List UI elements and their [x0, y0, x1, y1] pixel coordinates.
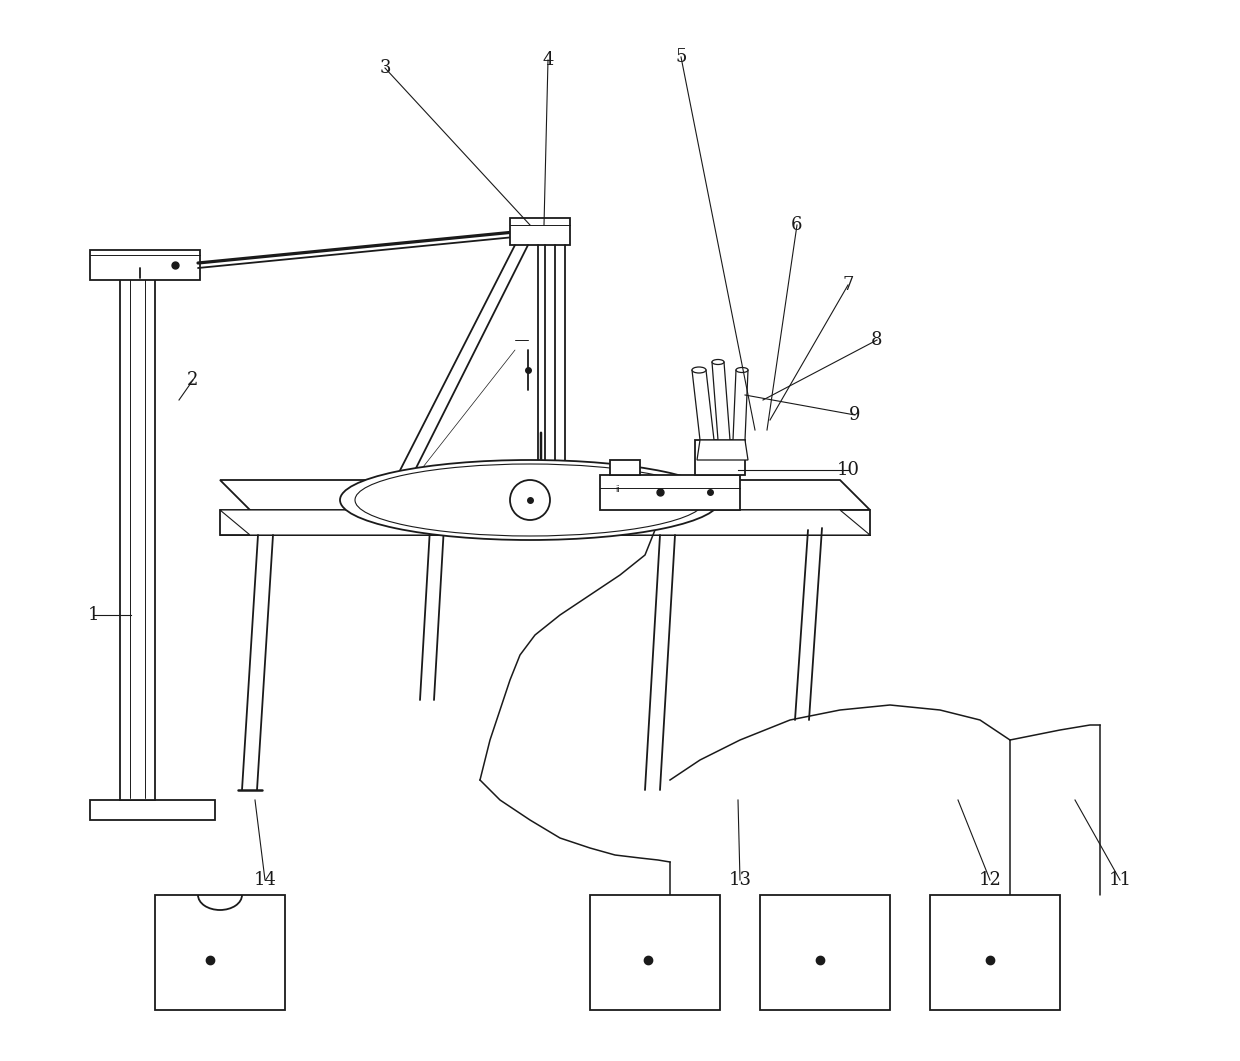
- Polygon shape: [510, 218, 570, 245]
- Polygon shape: [733, 370, 748, 440]
- Text: ii: ii: [615, 485, 620, 494]
- Text: 1: 1: [87, 606, 99, 624]
- Ellipse shape: [692, 367, 706, 373]
- Ellipse shape: [737, 367, 748, 372]
- Bar: [930, 895, 1060, 1010]
- Polygon shape: [219, 510, 870, 535]
- Text: 10: 10: [837, 460, 859, 479]
- Circle shape: [510, 480, 551, 520]
- Polygon shape: [600, 475, 740, 510]
- Text: 11: 11: [1109, 871, 1131, 889]
- Text: 8: 8: [872, 331, 883, 349]
- Polygon shape: [219, 510, 250, 535]
- Text: 9: 9: [849, 406, 861, 424]
- Polygon shape: [91, 250, 200, 280]
- Polygon shape: [120, 265, 155, 800]
- Polygon shape: [692, 370, 714, 440]
- Text: 14: 14: [253, 871, 277, 889]
- Text: 5: 5: [676, 48, 687, 66]
- Ellipse shape: [712, 360, 724, 365]
- Polygon shape: [712, 362, 730, 440]
- Text: 7: 7: [842, 276, 853, 294]
- Polygon shape: [694, 440, 745, 475]
- Text: 13: 13: [729, 871, 751, 889]
- Polygon shape: [697, 440, 748, 460]
- Ellipse shape: [355, 464, 706, 536]
- Bar: [760, 895, 890, 1010]
- Text: 12: 12: [978, 871, 1002, 889]
- Polygon shape: [91, 800, 215, 820]
- Polygon shape: [219, 480, 870, 510]
- Text: 6: 6: [791, 216, 802, 234]
- Bar: [590, 895, 720, 1010]
- Polygon shape: [610, 460, 640, 475]
- Text: 3: 3: [379, 59, 391, 77]
- Ellipse shape: [340, 460, 720, 540]
- Bar: [155, 895, 285, 1010]
- Text: 2: 2: [187, 371, 198, 389]
- Polygon shape: [839, 510, 870, 535]
- Text: 4: 4: [542, 51, 554, 69]
